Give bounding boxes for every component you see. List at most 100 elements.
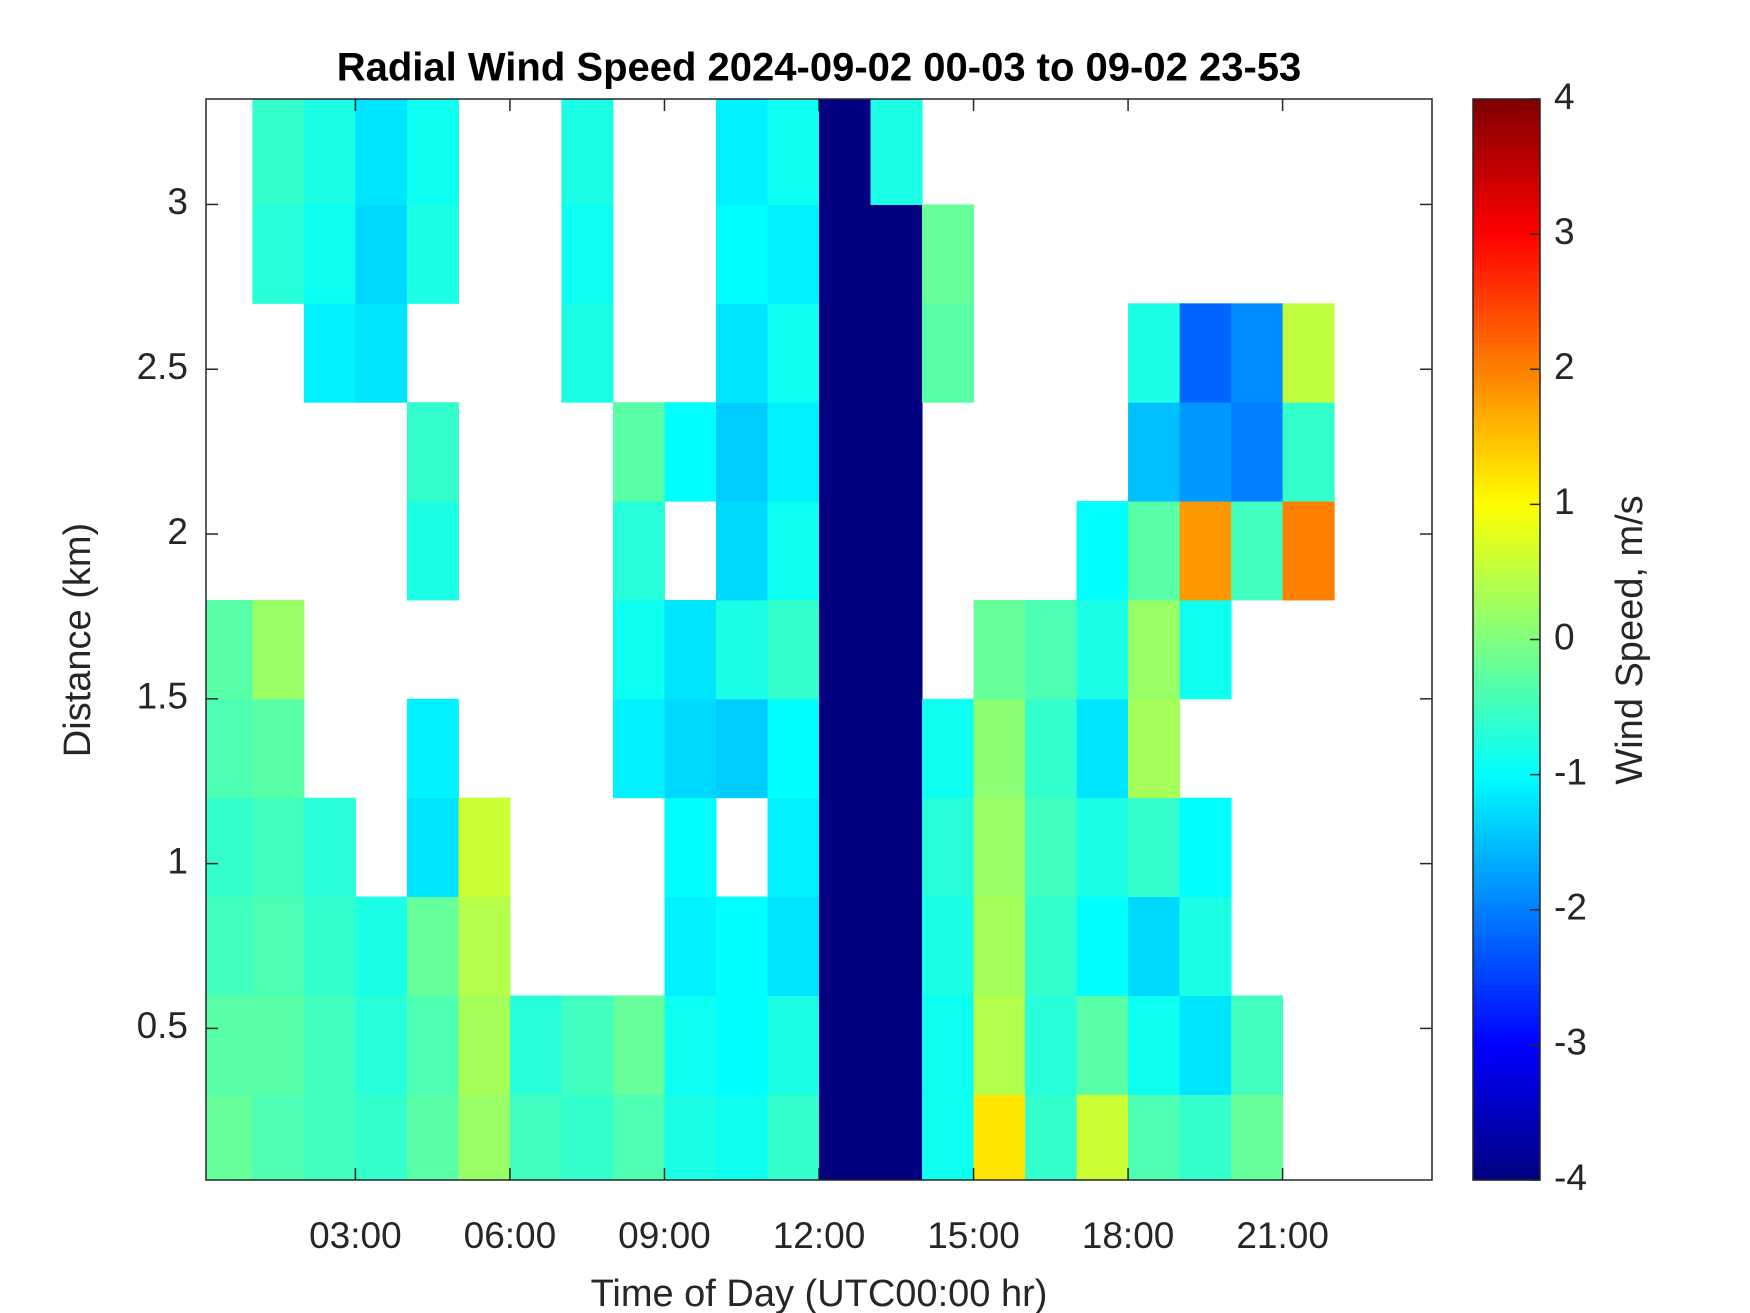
heatmap-cell (252, 99, 305, 205)
colorbar-swatch (1473, 936, 1540, 943)
colorbar-swatch (1473, 585, 1540, 592)
colorbar-swatch (1473, 1034, 1540, 1041)
heatmap-cell (458, 896, 511, 996)
heatmap-cell (303, 99, 356, 205)
colorbar-label: Wind Speed, m/s (1609, 495, 1651, 784)
y-tick-label: 1.5 (137, 676, 188, 717)
colorbar-swatch (1473, 309, 1540, 316)
colorbar-swatch (1473, 785, 1540, 792)
colorbar-swatch (1473, 347, 1540, 354)
heatmap-cell (206, 1094, 253, 1181)
heatmap-cell (355, 1094, 408, 1181)
heatmap-cell (973, 797, 1026, 898)
colorbar-swatch (1473, 109, 1540, 116)
colorbar-swatch (1473, 147, 1540, 154)
colorbar-swatch (1473, 444, 1540, 451)
heatmap-cell (767, 99, 820, 205)
heatmap-cell (206, 896, 253, 996)
colorbar-swatch (1473, 261, 1540, 268)
heatmap-cell (870, 99, 923, 205)
heatmap-cell (715, 1094, 768, 1181)
heatmap-cell (819, 1094, 872, 1181)
heatmap-cell (1128, 896, 1181, 996)
colorbar-swatch (1473, 401, 1540, 408)
heatmap-cell (922, 995, 975, 1095)
heatmap-cell (715, 501, 768, 601)
colorbar-swatch (1473, 763, 1540, 770)
colorbar-swatch (1473, 185, 1540, 192)
heatmap-cell (767, 501, 820, 601)
colorbar-swatch (1473, 1039, 1540, 1046)
heatmap-cell (252, 1094, 305, 1181)
colorbar-swatch (1473, 877, 1540, 884)
colorbar-swatch (1473, 1017, 1540, 1024)
colorbar-swatch (1473, 828, 1540, 835)
y-tick-label: 2 (167, 511, 188, 552)
colorbar-swatch (1473, 255, 1540, 262)
x-tick-label: 18:00 (1082, 1215, 1175, 1256)
heatmap-cell (406, 99, 459, 205)
heatmap-cell (1128, 1094, 1181, 1181)
heatmap-cell (206, 599, 253, 700)
x-tick-label: 21:00 (1236, 1215, 1329, 1256)
colorbar-swatch (1473, 1093, 1540, 1100)
heatmap-cell (767, 1094, 820, 1181)
colorbar-swatch (1473, 1120, 1540, 1127)
colorbar-swatch (1473, 169, 1540, 176)
colorbar-swatch (1473, 780, 1540, 787)
colorbar-swatch (1473, 228, 1540, 235)
colorbar-swatch (1473, 466, 1540, 473)
colorbar-tick-label: -3 (1554, 1022, 1587, 1063)
colorbar-swatch (1473, 1077, 1540, 1084)
colorbar-swatch (1473, 450, 1540, 457)
colorbar-swatch (1473, 1088, 1540, 1095)
colorbar-swatch (1473, 996, 1540, 1003)
colorbar-swatch (1473, 1050, 1540, 1057)
colorbar-swatch (1473, 180, 1540, 187)
heatmap-cell (303, 995, 356, 1095)
colorbar-swatch (1473, 504, 1540, 511)
colorbar-swatch (1473, 1109, 1540, 1116)
colorbar-swatch (1473, 704, 1540, 711)
colorbar-swatch (1473, 1136, 1540, 1143)
colorbar-swatch (1473, 688, 1540, 695)
heatmap-cell (664, 698, 717, 799)
heatmap-cell (715, 99, 768, 205)
colorbar-swatch (1473, 558, 1540, 565)
colorbar-swatch (1473, 385, 1540, 392)
colorbar-swatch (1473, 223, 1540, 230)
heatmap-cell (1025, 1094, 1078, 1181)
colorbar-swatch (1473, 958, 1540, 965)
colorbar-swatch (1473, 515, 1540, 522)
colorbar-swatch (1473, 271, 1540, 278)
colorbar-swatch (1473, 682, 1540, 689)
colorbar-swatch (1473, 212, 1540, 219)
heatmap-cell (252, 698, 305, 799)
colorbar-swatch (1473, 207, 1540, 214)
heatmap-cell (561, 303, 614, 403)
colorbar-swatch (1473, 736, 1540, 743)
y-tick-label: 2.5 (137, 346, 188, 387)
heatmap-cell (715, 995, 768, 1095)
heatmap-cell (767, 599, 820, 700)
heatmap-cell (715, 599, 768, 700)
colorbar-swatch (1473, 844, 1540, 851)
colorbar-swatch (1473, 655, 1540, 662)
colorbar-tick-label: -2 (1554, 887, 1587, 928)
colorbar-swatch (1473, 601, 1540, 608)
colorbar-swatch (1473, 753, 1540, 760)
heatmap-cell (819, 896, 872, 996)
colorbar-swatch (1473, 326, 1540, 333)
colorbar-swatch (1473, 201, 1540, 208)
colorbar-swatch (1473, 131, 1540, 138)
heatmap-cell (973, 896, 1026, 996)
heatmap-cell (612, 501, 665, 601)
colorbar-swatch (1473, 607, 1540, 614)
heatmap-cell (715, 698, 768, 799)
heatmap-cell (1025, 995, 1078, 1095)
colorbar-swatch (1473, 904, 1540, 911)
heatmap-cell (664, 1094, 717, 1181)
heatmap-cell (819, 599, 872, 700)
heatmap-cell (1128, 599, 1181, 700)
